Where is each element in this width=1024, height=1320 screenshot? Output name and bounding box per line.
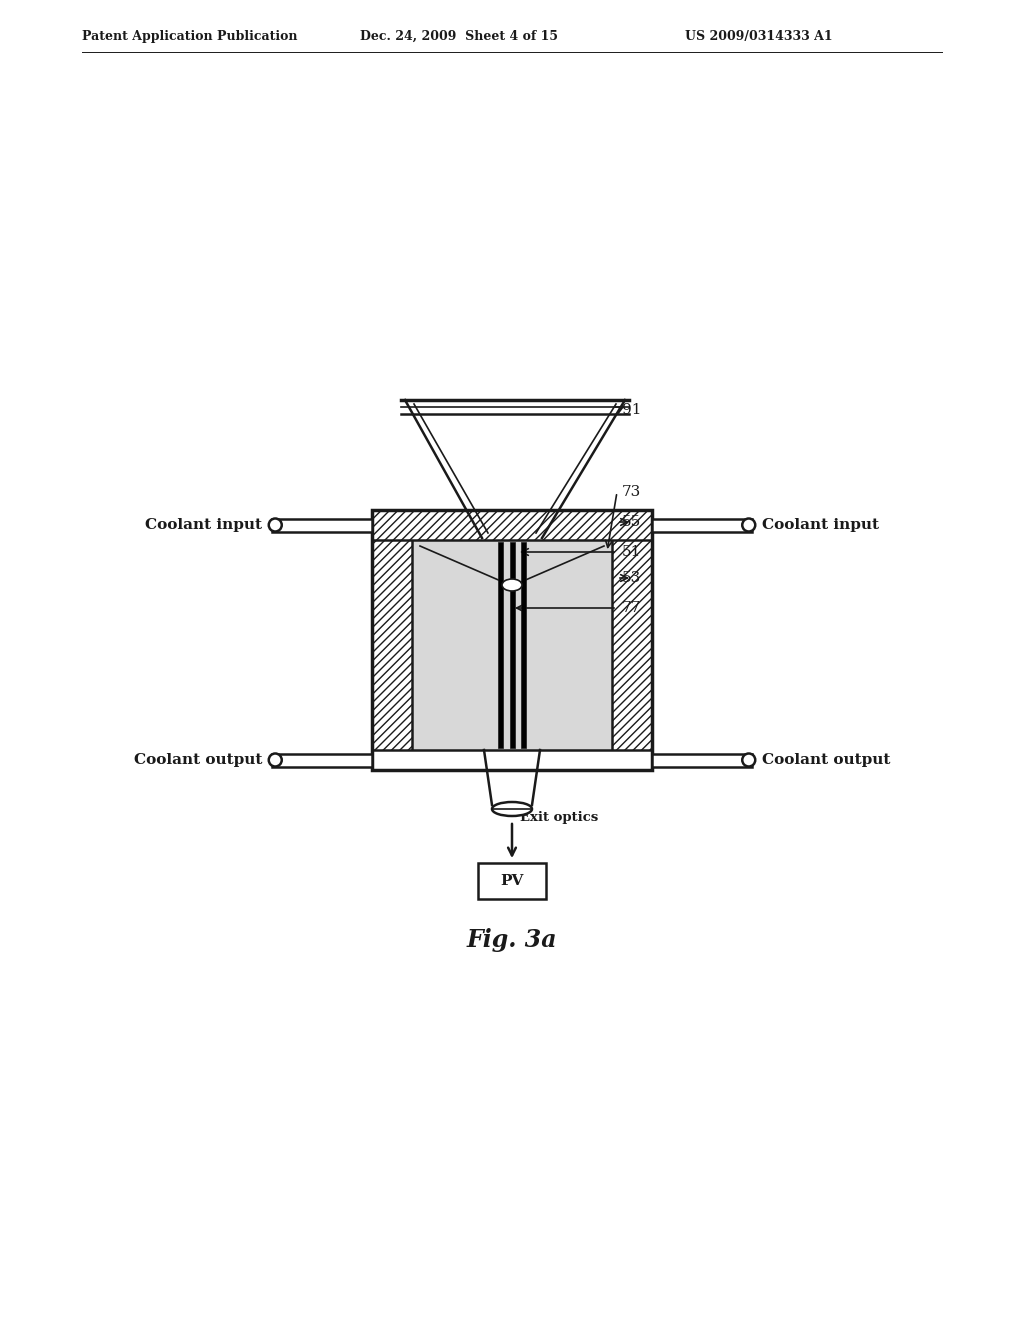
Text: Dec. 24, 2009  Sheet 4 of 15: Dec. 24, 2009 Sheet 4 of 15 [360,30,558,44]
Ellipse shape [492,803,532,816]
Bar [372,510,412,770]
Bar [272,754,372,767]
Bar [372,510,652,540]
Text: Patent Application Publication: Patent Application Publication [82,30,298,44]
Bar [412,540,612,750]
Text: 53: 53 [622,572,641,585]
Bar [372,510,652,770]
Text: PV: PV [501,874,523,888]
Text: Coolant output: Coolant output [133,752,262,767]
Text: Exit optics: Exit optics [520,812,598,825]
Circle shape [268,519,282,532]
Bar [372,750,652,770]
Ellipse shape [502,579,522,591]
Text: US 2009/0314333 A1: US 2009/0314333 A1 [685,30,833,44]
Text: 73: 73 [622,484,641,499]
Bar [612,510,652,770]
Circle shape [742,519,756,532]
Bar [510,543,514,748]
Circle shape [742,754,756,767]
Bar [652,519,752,532]
Bar [520,543,525,748]
Circle shape [268,754,282,767]
Text: 51: 51 [622,545,641,558]
Bar [499,543,504,748]
Text: Coolant input: Coolant input [762,517,879,532]
Bar [652,754,752,767]
Text: Coolant output: Coolant output [762,752,891,767]
Text: Coolant input: Coolant input [145,517,262,532]
Bar [478,863,546,899]
Text: Fig. 3a: Fig. 3a [467,928,557,952]
Text: 55: 55 [622,515,641,529]
Text: 91: 91 [622,403,641,417]
Text: 77: 77 [622,601,641,615]
Bar [272,519,372,532]
